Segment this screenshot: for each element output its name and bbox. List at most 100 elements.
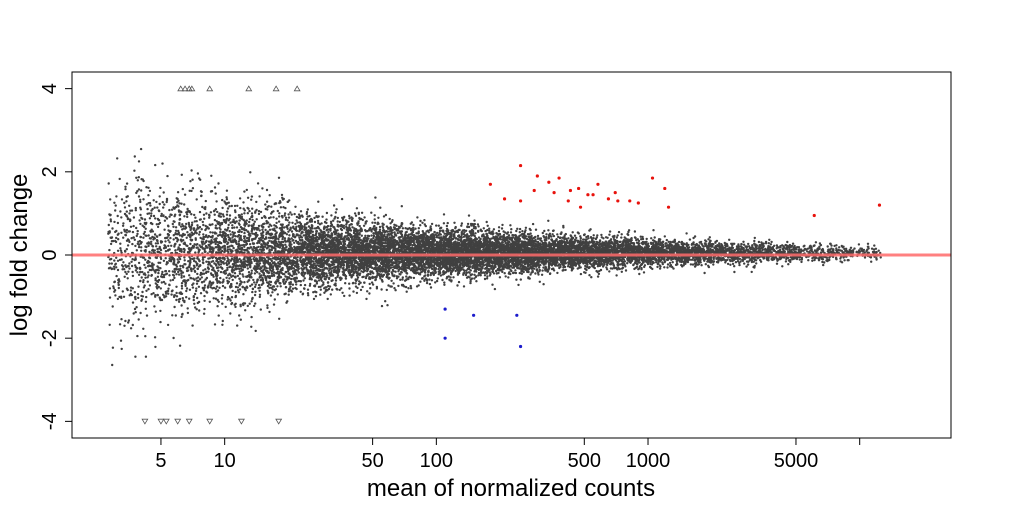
- data-point: [158, 202, 161, 206]
- data-point: [738, 263, 741, 267]
- data-point: [396, 231, 399, 235]
- data-point: [343, 294, 346, 298]
- data-point: [115, 256, 118, 259]
- data-point: [425, 281, 429, 285]
- data-point: [326, 297, 329, 301]
- data-point: [435, 279, 439, 283]
- data-point: [466, 222, 470, 226]
- data-point: [360, 234, 363, 237]
- data-point: [112, 265, 116, 268]
- data-point: [242, 275, 245, 278]
- data-point: [180, 282, 184, 285]
- data-point: [236, 324, 239, 327]
- data-point: [390, 285, 393, 288]
- data-point: [139, 206, 142, 209]
- data-point: [285, 233, 289, 236]
- data-point: [125, 200, 128, 203]
- data-point: [131, 270, 134, 274]
- data-point: [111, 346, 115, 349]
- data-point: [107, 223, 111, 227]
- data-point: [252, 278, 255, 282]
- data-point: [428, 278, 431, 281]
- data-point: [243, 190, 246, 193]
- data-point: [270, 272, 274, 275]
- data-point: [174, 229, 178, 232]
- data-point: [201, 220, 204, 224]
- data-point: [176, 248, 180, 251]
- data-point: [474, 232, 477, 235]
- data-point: [551, 233, 554, 236]
- data-point: [361, 285, 364, 289]
- data-point: [645, 237, 648, 241]
- data-point: [160, 241, 163, 244]
- data-point: [183, 193, 187, 196]
- data-point: [268, 310, 271, 314]
- data-point: [419, 280, 422, 283]
- data-point: [306, 208, 309, 211]
- data-point: [180, 315, 183, 319]
- data-point: [663, 266, 666, 269]
- data-point: [509, 231, 513, 234]
- data-point: [251, 232, 254, 235]
- data-point: [169, 279, 172, 282]
- data-point: [226, 274, 230, 277]
- data-point: [150, 273, 153, 277]
- data-point: [360, 211, 364, 214]
- data-point: [305, 212, 308, 216]
- data-point: [216, 305, 219, 308]
- data-point: [548, 241, 551, 244]
- data-point: [114, 294, 117, 297]
- data-point: [213, 186, 217, 189]
- data-point: [608, 233, 611, 236]
- data-point: [148, 257, 152, 260]
- data-point: [133, 169, 136, 172]
- data-point: [225, 196, 228, 199]
- data-point: [266, 241, 270, 244]
- data-point: [124, 185, 127, 188]
- data-point: [348, 287, 351, 290]
- data-point: [700, 264, 703, 267]
- data-point: [251, 218, 254, 222]
- data-point: [193, 213, 196, 217]
- data-point: [150, 240, 153, 243]
- data-point: [132, 312, 135, 315]
- data-point: [384, 300, 387, 303]
- data-point: [114, 263, 117, 266]
- data-point: [131, 323, 134, 327]
- data-point: [219, 276, 222, 280]
- data-point: [503, 272, 506, 275]
- data-point: [325, 218, 328, 221]
- data-point: [243, 287, 247, 291]
- data-point: [368, 292, 371, 295]
- data-point: [130, 260, 133, 263]
- data-point: [250, 300, 253, 303]
- data-point: [135, 191, 138, 195]
- data-point: [195, 246, 198, 249]
- data-point: [419, 224, 422, 227]
- data-point: [128, 212, 131, 215]
- data-point: [143, 263, 146, 267]
- data-point: [439, 274, 443, 277]
- data-point: [113, 201, 116, 204]
- data-point: [295, 273, 298, 276]
- data-point: [122, 222, 125, 225]
- data-point: [251, 290, 254, 294]
- data-point: [173, 276, 176, 280]
- data-point: [306, 288, 310, 291]
- data-point: [369, 272, 372, 276]
- data-point: [116, 297, 120, 301]
- data-point: [473, 277, 476, 280]
- data-point: [134, 311, 137, 314]
- data-point: [246, 304, 249, 308]
- data-point: [242, 201, 245, 204]
- data-point: [529, 273, 532, 276]
- data-point: [196, 224, 199, 227]
- data-point: [620, 233, 623, 236]
- data-point: [238, 314, 241, 317]
- data-point: [121, 224, 125, 227]
- data-point: [168, 208, 171, 212]
- data-point: [258, 272, 261, 275]
- data-point: [152, 199, 155, 202]
- data-point: [148, 250, 151, 254]
- data-point: [753, 236, 756, 240]
